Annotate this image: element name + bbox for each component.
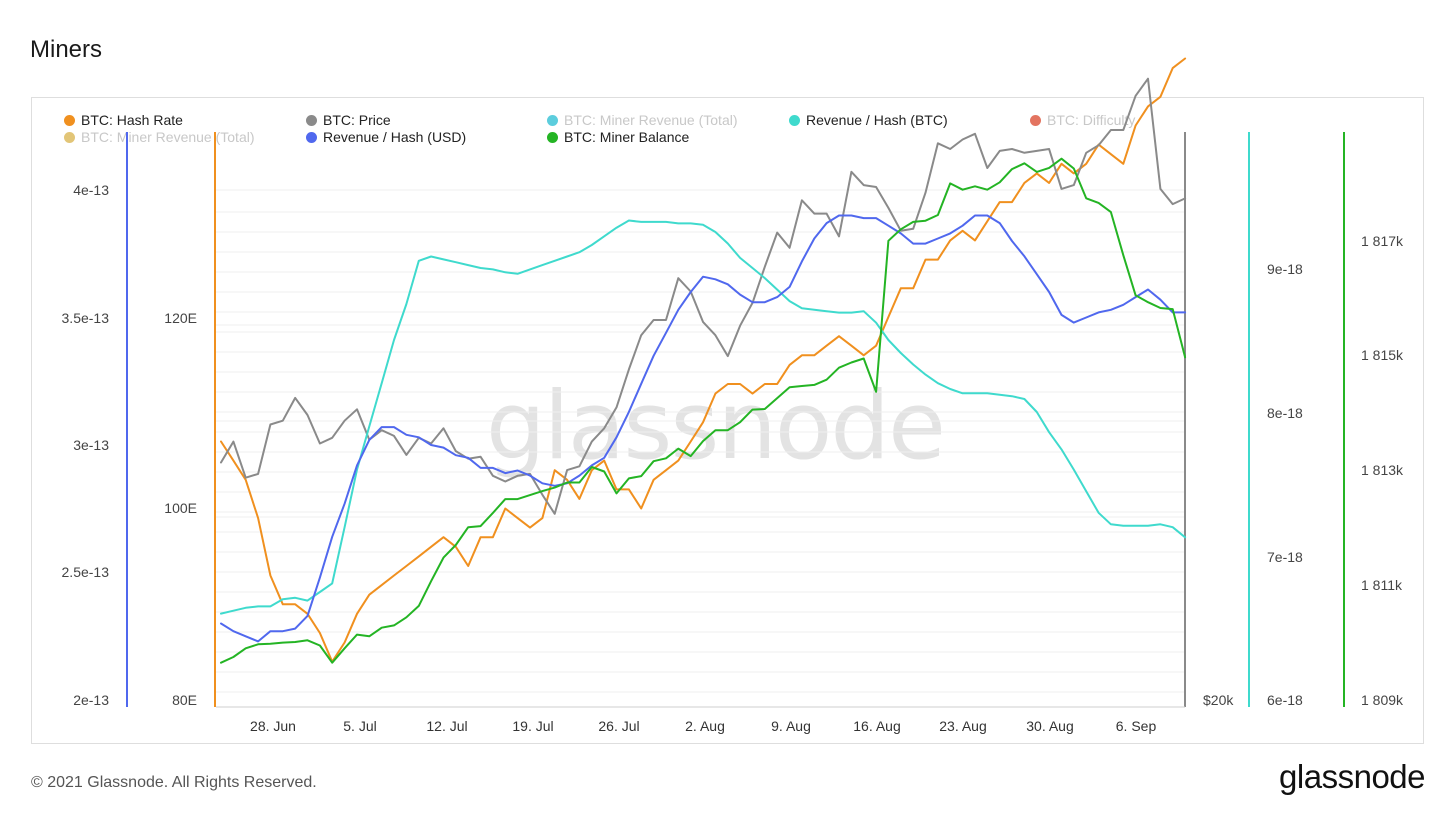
y-tick-label: 7e-18 <box>1267 549 1303 565</box>
y-tick-label: 9e-18 <box>1267 261 1303 277</box>
legend-label: Revenue / Hash (BTC) <box>806 112 948 128</box>
y-tick-label: 3e-13 <box>73 437 109 453</box>
chart-frame <box>31 97 1424 744</box>
series-line-btc-miner-balance <box>220 157 1187 664</box>
x-tick-label: 6. Sep <box>1115 718 1157 734</box>
x-tick-label: 23. Aug <box>939 718 987 734</box>
legend-label: BTC: Miner Revenue (Total) <box>564 112 738 128</box>
legend-label: BTC: Difficulty <box>1047 112 1136 128</box>
x-tick-label: 5. Jul <box>343 718 377 734</box>
watermark: glassnode <box>486 372 946 481</box>
legend-item-revenue-per-hash-btc[interactable]: Revenue / Hash (BTC) <box>789 112 948 128</box>
x-tick-label: 26. Jul <box>598 718 640 734</box>
legend-label: BTC: Price <box>323 112 391 128</box>
x-tick-label: 28. Jun <box>250 718 296 734</box>
y-tick-label: $20k <box>1203 692 1234 708</box>
y-tick-label: 80E <box>172 692 197 708</box>
legend-label: BTC: Hash Rate <box>81 112 183 128</box>
y-tick-label: 4e-13 <box>73 182 109 198</box>
x-tick-label: 2. Aug <box>685 718 725 734</box>
y-tick-label: 2.5e-13 <box>61 564 109 580</box>
series-line-btc-price <box>220 77 1187 515</box>
series-line-btc-hash-rate <box>220 57 1187 663</box>
x-tick-label: 12. Jul <box>426 718 468 734</box>
legend-item-miner-revenue-total[interactable]: BTC: Miner Revenue (Total) <box>547 112 738 128</box>
y-tick-label: 1 813k <box>1361 462 1404 478</box>
y-tick-label: 100E <box>164 500 197 516</box>
y-tick-label: 8e-18 <box>1267 405 1303 421</box>
legend-color-dot <box>547 114 558 126</box>
y-tick-label: 3.5e-13 <box>61 310 109 326</box>
legend-color-dot <box>306 114 317 126</box>
legend-item-hash-rate[interactable]: BTC: Hash Rate <box>64 112 183 128</box>
legend-item-difficulty[interactable]: BTC: Difficulty <box>1030 112 1135 128</box>
series-lines <box>220 57 1187 664</box>
legend-color-dot <box>306 131 317 143</box>
legend-item-miner-revenue-total-usd[interactable]: BTC: Miner Revenue (Total) <box>64 129 255 145</box>
grid-lines <box>216 189 1185 693</box>
footer-logo[interactable]: glassnode <box>1279 758 1425 795</box>
y-tick-label: 1 815k <box>1361 347 1404 363</box>
legend-label: BTC: Miner Revenue (Total) <box>81 129 255 145</box>
legend-item-price[interactable]: BTC: Price <box>306 112 391 128</box>
series-line-revenue-hash-btc <box>220 219 1187 615</box>
y-tick-label: 1 809k <box>1361 692 1404 708</box>
legend-color-dot <box>64 114 75 126</box>
page-title: Miners <box>30 36 103 63</box>
y-tick-label: 6e-18 <box>1267 692 1303 708</box>
x-tick-label: 19. Jul <box>512 718 554 734</box>
axis-lines <box>126 132 1345 708</box>
legend-label: BTC: Miner Balance <box>564 129 690 145</box>
y-tick-label: 1 811k <box>1361 577 1402 593</box>
legend-item-miner-balance[interactable]: BTC: Miner Balance <box>547 129 689 145</box>
x-tick-label: 9. Aug <box>771 718 811 734</box>
legend-label: Revenue / Hash (USD) <box>323 129 467 145</box>
legend-color-dot <box>547 131 558 143</box>
legend-color-dot <box>789 114 800 126</box>
legend-item-revenue-per-hash-usd[interactable]: Revenue / Hash (USD) <box>306 129 466 145</box>
y-tick-label: 1 817k <box>1361 233 1404 249</box>
footer-copyright: © 2021 Glassnode. All Rights Reserved. <box>31 774 317 791</box>
x-tick-label: 16. Aug <box>853 718 901 734</box>
legend-color-dot <box>1030 114 1041 126</box>
y-tick-label: 120E <box>164 310 197 326</box>
legend-color-dot <box>64 131 75 143</box>
y-tick-label: 2e-13 <box>73 692 109 708</box>
series-line-revenue-hash-usd <box>220 214 1187 643</box>
x-tick-label: 30. Aug <box>1026 718 1074 734</box>
